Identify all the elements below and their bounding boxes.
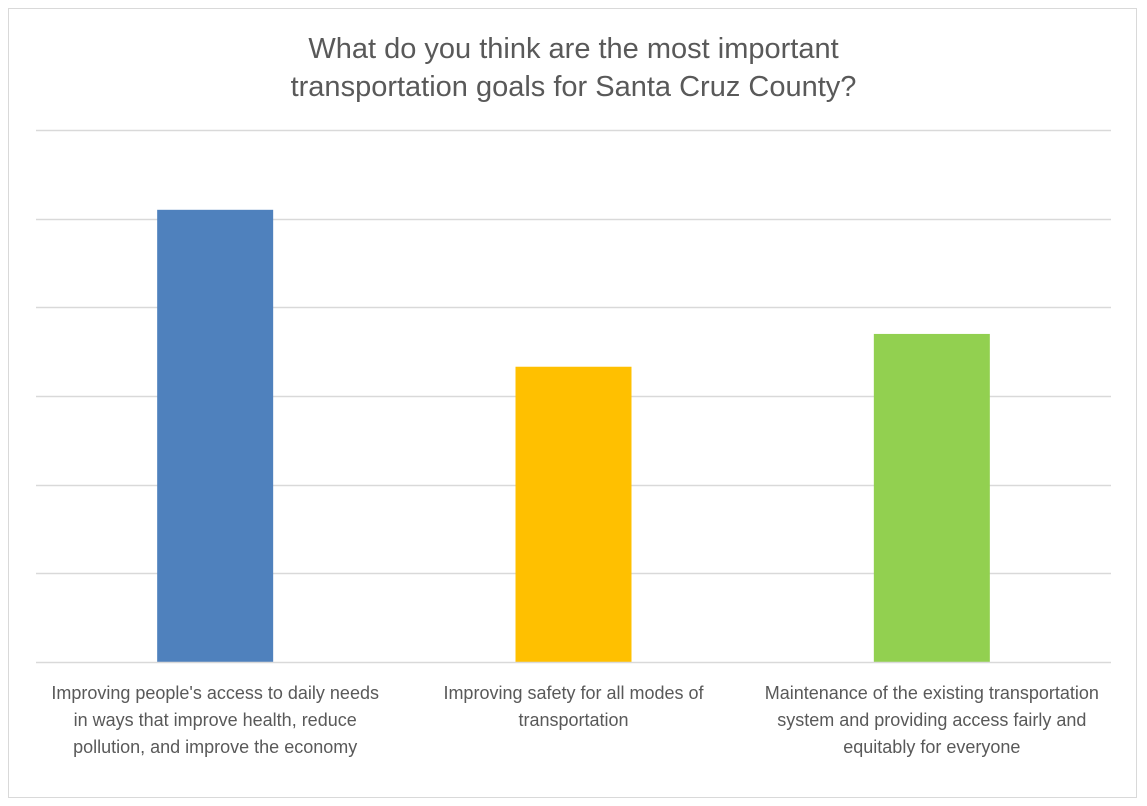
bar-2 (515, 366, 632, 662)
bar-3 (873, 333, 990, 662)
chart-title: What do you think are the most important… (0, 30, 1147, 106)
category-label-3: Maintenance of the existing transportati… (764, 683, 1099, 757)
bar-1 (157, 209, 274, 663)
chart-title-line-1: What do you think are the most important (308, 33, 839, 65)
category-label-2: Improving safety for all modes of transp… (443, 683, 704, 730)
category-label-1: Improving people's access to daily needs… (51, 683, 379, 757)
chart-title-line-2: transportation goals for Santa Cruz Coun… (290, 71, 857, 103)
